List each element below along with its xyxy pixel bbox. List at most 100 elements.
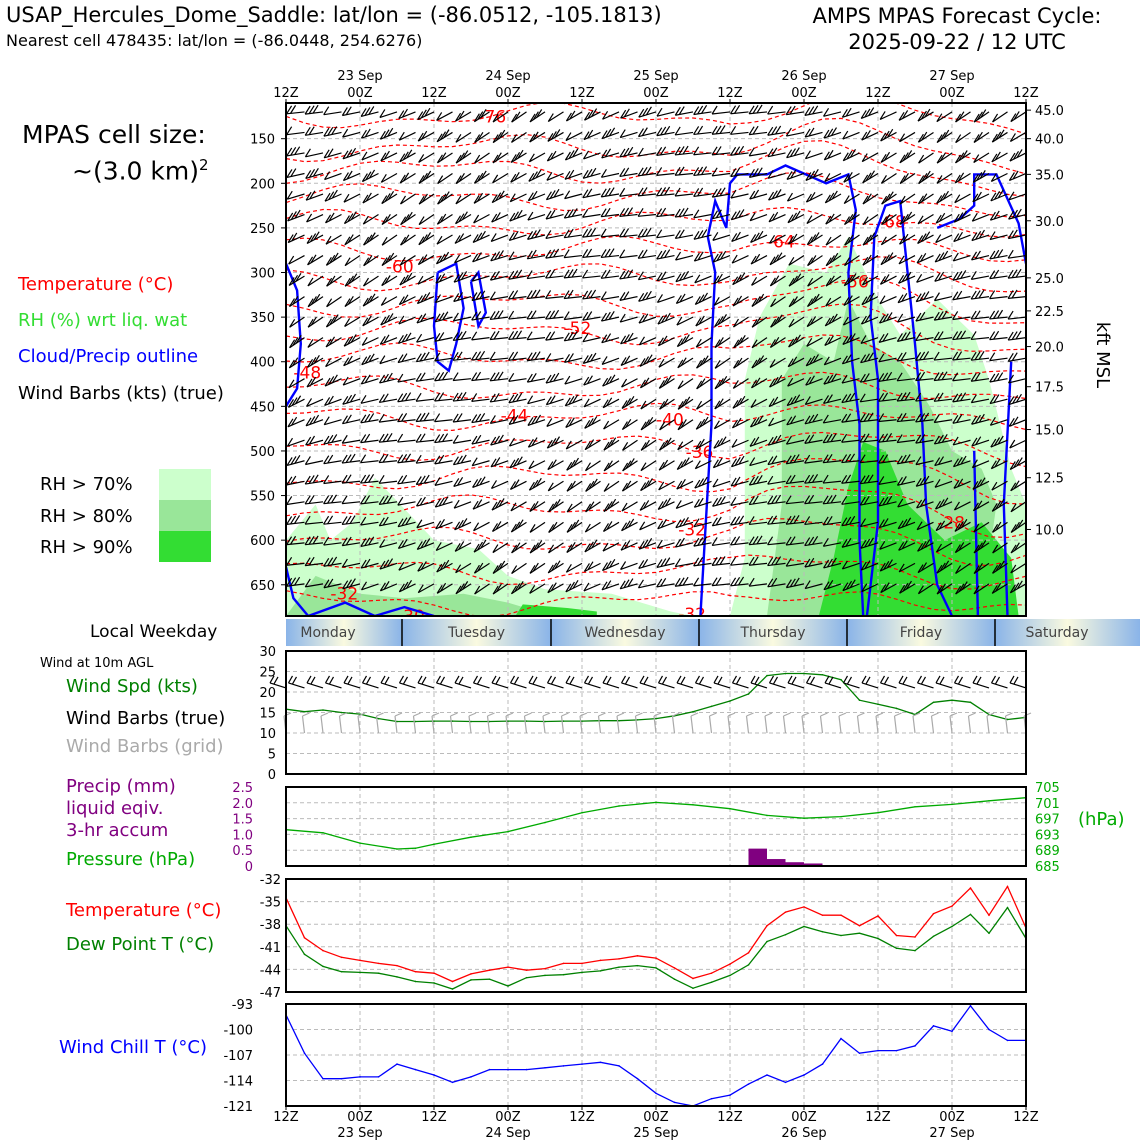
wind-barb [973, 583, 990, 595]
wind-barb [381, 234, 398, 246]
wind-barb-flag [621, 522, 628, 532]
dewpoint-series-point [840, 934, 842, 937]
wind-barb-flag [401, 108, 408, 118]
wind-barb [824, 152, 842, 161]
wind-barb-flag [606, 439, 613, 449]
temperature-isotherm [286, 485, 1026, 539]
wind-barb-flag [915, 312, 922, 322]
surface-wind-barb-flag [287, 675, 294, 684]
wind-barb-flag [345, 414, 352, 424]
wind-speed-series-point [951, 699, 953, 701]
wind-barb-flag [269, 212, 274, 220]
surface-wind-barb [713, 682, 731, 689]
wind-barb-flag [697, 556, 704, 566]
surface-wind-barb-flag [639, 675, 645, 684]
grid-wind-barb-flag [672, 712, 680, 717]
top-hour-label: 00Z [643, 86, 669, 101]
wind-barb-flag [1011, 209, 1018, 219]
wind-barb [286, 542, 305, 546]
surface-wind-barb [565, 682, 583, 689]
wind-barb [362, 214, 379, 225]
kft-tick-label: 25.0 [1035, 272, 1064, 287]
wind-barb-flag [868, 292, 875, 302]
wind-barb-flag [290, 456, 297, 465]
wind-barb-flag [479, 350, 486, 360]
surface-wind-barb-flag [698, 676, 705, 685]
wind-barb [434, 439, 453, 444]
wind-barb-flag [754, 357, 761, 367]
wind-barb [620, 542, 638, 551]
wind-barb-flag [938, 456, 945, 465]
wind-barb-flag [415, 353, 422, 362]
wind-barb-flag [627, 578, 634, 587]
wind-barb-flag [714, 318, 721, 327]
wind-barb [952, 296, 971, 301]
wind-barb-flag [656, 187, 663, 197]
wind-barb-flag [972, 502, 979, 512]
wind-barb-flag [350, 334, 357, 343]
wind-barb-flag [960, 392, 967, 402]
surface-wind-barb-flag [380, 675, 386, 684]
wind-barb-flag [419, 412, 426, 422]
surface-wind-barb-flag [809, 676, 816, 685]
wind-barb-flag [861, 296, 868, 305]
wind-barb-flag [454, 254, 461, 264]
wind-barb-flag [646, 478, 653, 487]
wind-barb-flag [1007, 374, 1015, 384]
wind-barb-flag [976, 500, 983, 510]
wind-barb-flag [386, 433, 393, 442]
wind-barb [436, 583, 453, 594]
dewpoint-series-point [673, 978, 676, 980]
wind-barb-flag [1012, 150, 1020, 160]
wind-barb-flag [918, 154, 925, 164]
wind-barb-flag [960, 330, 967, 340]
wind-barb [656, 131, 675, 137]
wind-barb [676, 501, 694, 509]
wind-barb-flag [790, 395, 797, 405]
wind-barb-flag [664, 312, 671, 322]
wind-barb [342, 419, 361, 425]
wind-barb-flag [694, 296, 701, 305]
wind-barb-flag [776, 375, 783, 384]
wind-barb [622, 480, 638, 492]
wind-barb [823, 460, 842, 464]
wind-barb [434, 398, 453, 402]
wind-barb-flag [497, 371, 504, 381]
wind-barb-flag [434, 413, 441, 422]
wind-barb [305, 131, 324, 136]
wind-barb [656, 152, 675, 156]
wind-barb-flag [696, 380, 703, 390]
wind-barb-flag [827, 580, 834, 589]
wind-barb [417, 583, 435, 594]
wind-barb-flag [288, 255, 295, 265]
wind-barb-flag [924, 170, 931, 180]
wind-barb-flag [897, 294, 904, 304]
wind-barb-flag [554, 436, 561, 445]
grid-wind-barb-flag [986, 712, 995, 717]
wind-barb-flag [276, 125, 281, 133]
wind-barb-flag [554, 560, 561, 569]
wind-barb [989, 234, 1008, 241]
wind-barb-flag [516, 456, 523, 465]
wind-barb-flag [869, 232, 876, 241]
wind-barb-flag [735, 397, 742, 407]
wind-barb-flag [508, 331, 515, 340]
wind-barb-flag [878, 314, 886, 324]
surface-wind-barb-flag [772, 676, 779, 685]
wind-barb [454, 542, 472, 552]
wind-barb [842, 357, 860, 365]
wind-barb-flag [457, 519, 464, 529]
wind-barb-flag [882, 332, 889, 342]
wind-barb [471, 316, 490, 321]
wind-barb [286, 194, 287, 195]
wind-barb [804, 131, 823, 138]
wind-barb [971, 254, 990, 261]
wind-barb-flag [497, 434, 504, 444]
wind-barb-flag [328, 336, 336, 346]
wind-barb-flag [785, 557, 792, 567]
wind-barb-flag [582, 355, 589, 364]
wind-barb-flag [268, 106, 273, 114]
wind-barb-flag [991, 503, 998, 512]
wind-barb [1008, 213, 1026, 220]
wind-barb [952, 419, 971, 424]
